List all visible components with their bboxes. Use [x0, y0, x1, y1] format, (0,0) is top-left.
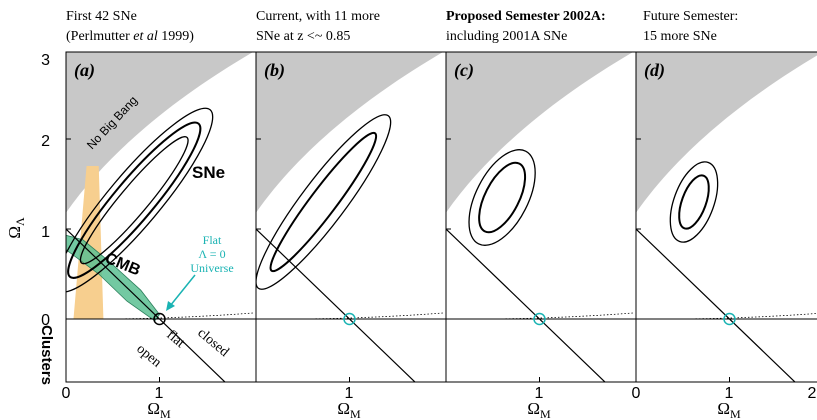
panel-a-header-line2-pre: (Perlmutter	[66, 29, 133, 44]
panel-a: (a)	[65, 51, 257, 383]
flat-universe-label-line1: Flat	[203, 233, 222, 247]
y-tick-label-0: 0	[41, 312, 50, 329]
flat-lambda0-marker	[153, 312, 166, 326]
x-tick-label-4: 0	[632, 385, 641, 402]
x-tick-label-3: 1	[535, 385, 544, 402]
panel-b-header-line1: Current, with 11 more	[256, 9, 380, 24]
x-axis-labels: ΩM ΩM ΩM ΩM	[147, 399, 741, 420]
x-tick-label-0: 0	[62, 385, 71, 402]
y-tick-label-3: 3	[41, 52, 50, 69]
acceleration-boundary	[446, 312, 634, 320]
panel-tag: (c)	[454, 60, 474, 81]
panel-d-header-line2: 15 more SNe	[643, 29, 717, 44]
sne-contour-outer	[256, 114, 392, 290]
flat-universe-line	[446, 228, 606, 382]
panel-b-header-line2: SNe at z <~ 0.85	[256, 29, 350, 44]
clusters-band	[73, 166, 104, 319]
panel-tag: (a)	[74, 60, 95, 81]
x-axis-label-d: ΩM	[717, 399, 741, 420]
flat-universe-label-line2: Λ = 0	[198, 247, 225, 261]
sne-contour-68	[79, 136, 189, 265]
panel-c-header-line2: including 2001A SNe	[446, 29, 567, 44]
y-axis-label-sub: Λ	[13, 217, 27, 226]
sne-contour-99	[66, 107, 214, 293]
x-axis-label-c: ΩM	[527, 399, 551, 420]
svg-text:ΩΛ: ΩΛ	[5, 217, 27, 239]
flat-universe-arrowhead	[166, 301, 175, 311]
clusters-label: Clusters	[38, 325, 55, 385]
panel-tag: (d)	[644, 60, 665, 81]
flat-lambda0-marker	[533, 312, 546, 326]
sne-contour-outer	[468, 149, 536, 246]
panel-c: (c)	[445, 51, 637, 383]
flat-universe-line	[636, 228, 796, 382]
y-tick-labels: 3 2 1 0	[41, 52, 50, 329]
no-big-bang-region	[636, 52, 817, 213]
flat-universe-line	[256, 228, 416, 382]
cmb-band	[66, 234, 161, 322]
x-tick-label-1: 1	[155, 385, 164, 402]
sne-contour-inner	[478, 161, 527, 234]
x-tick-label-6: 2	[808, 385, 817, 402]
y-axis-label: ΩΛ	[5, 217, 27, 239]
panel-d-header-line1: Future Semester:	[643, 9, 738, 24]
panel-d: (d)	[635, 51, 817, 383]
no-big-bang-region	[256, 52, 443, 213]
x-tick-label-2: 1	[345, 385, 354, 402]
sne-label: SNe	[192, 163, 225, 182]
panel-b: (b)	[255, 51, 447, 383]
flat-universe-label-line3: Universe	[190, 261, 233, 275]
no-big-bang-region	[66, 52, 253, 213]
y-tick-label-2: 2	[41, 133, 50, 150]
flat-lambda0-marker	[723, 312, 736, 326]
panel-headers: First 42 SNe (Perlmutter et al 1999) Cur…	[66, 9, 738, 44]
x-axis-label-a: ΩM	[147, 399, 171, 420]
closed-label: closed	[194, 326, 231, 360]
open-label: open	[133, 342, 163, 371]
flat-label: flat	[163, 328, 187, 352]
y-axis-label-main: Ω	[5, 226, 24, 239]
x-tick-label-5: 1	[725, 385, 734, 402]
panels: (a) (b) (c) (d)	[65, 51, 817, 383]
acceleration-boundary	[636, 313, 817, 320]
sne-contour-inner	[269, 131, 378, 273]
flat-universe-arrow	[169, 274, 196, 307]
sne-contour-outer	[669, 161, 719, 243]
x-axis-label-b: ΩM	[337, 399, 361, 420]
panel-c-header-line1: Proposed Semester 2002A:	[446, 9, 606, 24]
y-tick-label-1: 1	[41, 224, 50, 241]
acceleration-boundary	[256, 312, 444, 320]
panel-a-header-line2-italic: et al	[133, 29, 158, 44]
panel-tag: (b)	[264, 60, 285, 81]
sne-contour-inner	[678, 174, 710, 230]
panel-a-header-line2-post: 1999)	[158, 29, 195, 44]
panel-a-header-line1: First 42 SNe	[66, 9, 137, 24]
panel-frame	[635, 51, 817, 383]
no-big-bang-region	[446, 52, 633, 213]
flat-lambda0-marker	[343, 312, 356, 326]
acceleration-boundary	[66, 312, 254, 320]
sne-contour-95	[67, 121, 202, 279]
panel-a-header-line2: (Perlmutter et al 1999)	[66, 29, 194, 44]
